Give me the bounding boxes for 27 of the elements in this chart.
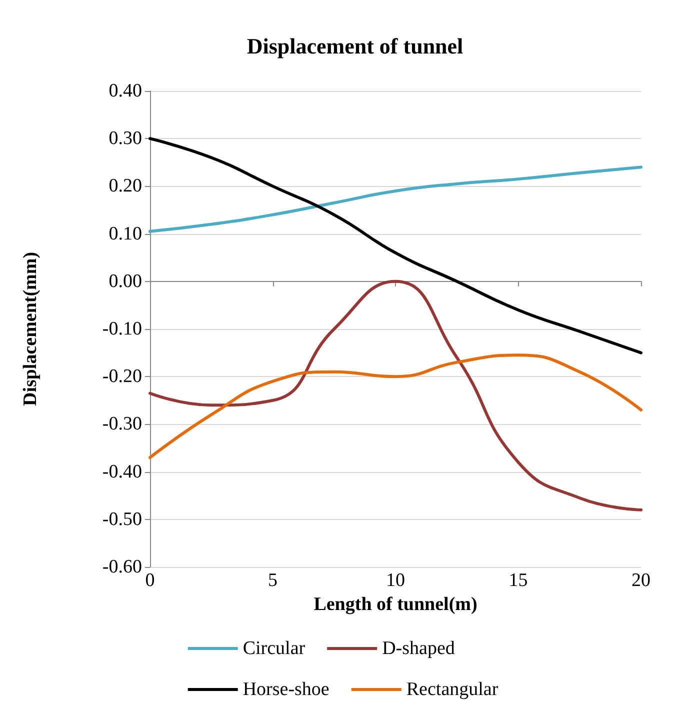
y-tick-label: -0.40 (102, 461, 142, 482)
y-tick-label: 0.20 (108, 176, 142, 197)
y-tick-label: -0.60 (102, 556, 142, 578)
legend-label: D-shaped (382, 638, 456, 659)
y-tick-label: 0.40 (108, 80, 142, 102)
x-tick-label: 5 (268, 570, 278, 591)
line-series (148, 166, 642, 233)
x-tick-label: 15 (508, 570, 528, 591)
y-tick-label: 0.10 (108, 223, 142, 244)
chart-title: Displacement of tunnel (246, 34, 464, 58)
legend-label: Horse-shoe (242, 679, 330, 700)
x-tick-label: 10 (386, 570, 405, 591)
y-tick-label: -0.10 (102, 318, 142, 340)
y-tick-label: -0.50 (102, 508, 142, 530)
x-axis-title: Length of tunnel(m) (314, 594, 478, 615)
x-tick-label: 20 (632, 570, 650, 591)
y-tick-label: 0.30 (108, 128, 142, 150)
line-series (148, 137, 642, 354)
y-tick-label: -0.20 (102, 366, 142, 388)
line-series (148, 354, 642, 460)
x-tick-label: 0 (145, 570, 155, 591)
legend-label: Circular (242, 638, 306, 659)
legend-label: Rectangular (406, 679, 499, 700)
y-tick-label: 0.00 (108, 270, 142, 292)
y-tick-label: -0.30 (102, 414, 142, 435)
line-series (148, 280, 642, 512)
y-axis-title: Displacement(mm) (20, 252, 41, 406)
